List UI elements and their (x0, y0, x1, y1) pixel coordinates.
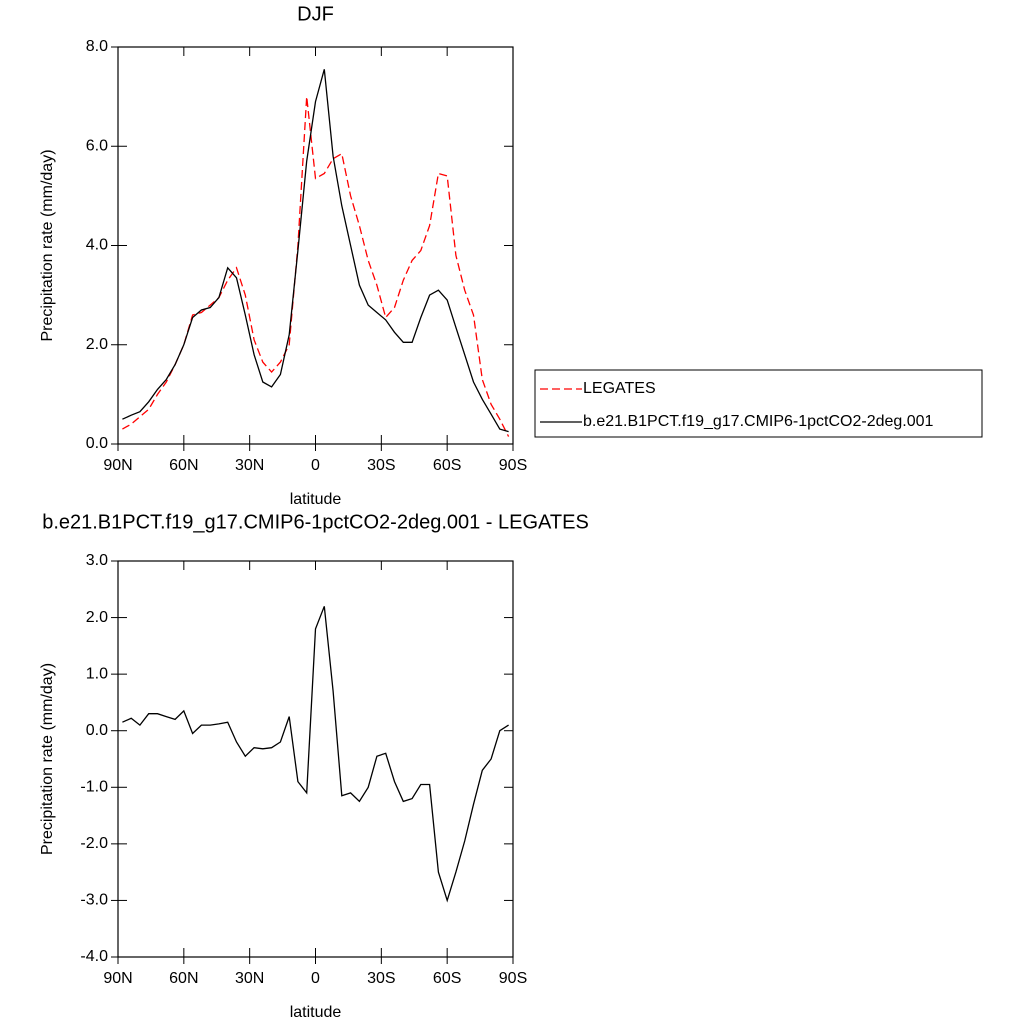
x-tick-label: 60N (169, 970, 198, 987)
y-tick-label: 1.0 (86, 665, 108, 682)
x-tick-label: 30S (367, 457, 395, 474)
x-tick-label: 90N (103, 457, 132, 474)
x-tick-label: 90S (499, 457, 527, 474)
legend-label: LEGATES (583, 380, 656, 397)
data-line (122, 606, 509, 903)
x-tick-label: 30N (235, 457, 264, 474)
x-tick-label: 60S (433, 970, 461, 987)
x-tick-label: 60S (433, 457, 461, 474)
x-tick-label: 90N (103, 970, 132, 987)
y-tick-label: 8.0 (86, 38, 108, 55)
x-tick-label: 0 (311, 457, 320, 474)
y-tick-label: -4.0 (80, 948, 108, 965)
y-tick-label: -3.0 (80, 892, 108, 909)
y-tick-label: 0.0 (86, 722, 108, 739)
data-line (122, 96, 510, 437)
y-axis-label: Precipitation rate (mm/day) (39, 663, 56, 855)
y-tick-label: -2.0 (80, 835, 108, 852)
chart-title: b.e21.B1PCT.f19_g17.CMIP6-1pctCO2-2deg.0… (42, 511, 589, 533)
plot-frame (117, 46, 514, 445)
legend-box (534, 369, 983, 438)
chart-title: DJF (297, 3, 334, 25)
x-tick-label: 90S (499, 970, 527, 987)
y-tick-label: 2.0 (86, 336, 108, 353)
x-tick-label: 30S (367, 970, 395, 987)
y-axis-label: Precipitation rate (mm/day) (39, 149, 56, 341)
plot-frame (117, 560, 514, 958)
x-tick-label: 0 (311, 970, 320, 987)
y-tick-label: 3.0 (86, 552, 108, 569)
y-tick-label: 4.0 (86, 237, 108, 254)
y-tick-label: 6.0 (86, 137, 108, 154)
x-tick-label: 60N (169, 457, 198, 474)
legend-label: b.e21.B1PCT.f19_g17.CMIP6-1pctCO2-2deg.0… (583, 413, 934, 430)
y-tick-label: -1.0 (80, 779, 108, 796)
x-axis-label: latitude (290, 491, 342, 508)
x-tick-label: 30N (235, 970, 264, 987)
x-axis-label: latitude (290, 1004, 342, 1021)
y-tick-label: 0.0 (86, 435, 108, 452)
data-line (122, 69, 509, 433)
y-tick-label: 2.0 (86, 609, 108, 626)
